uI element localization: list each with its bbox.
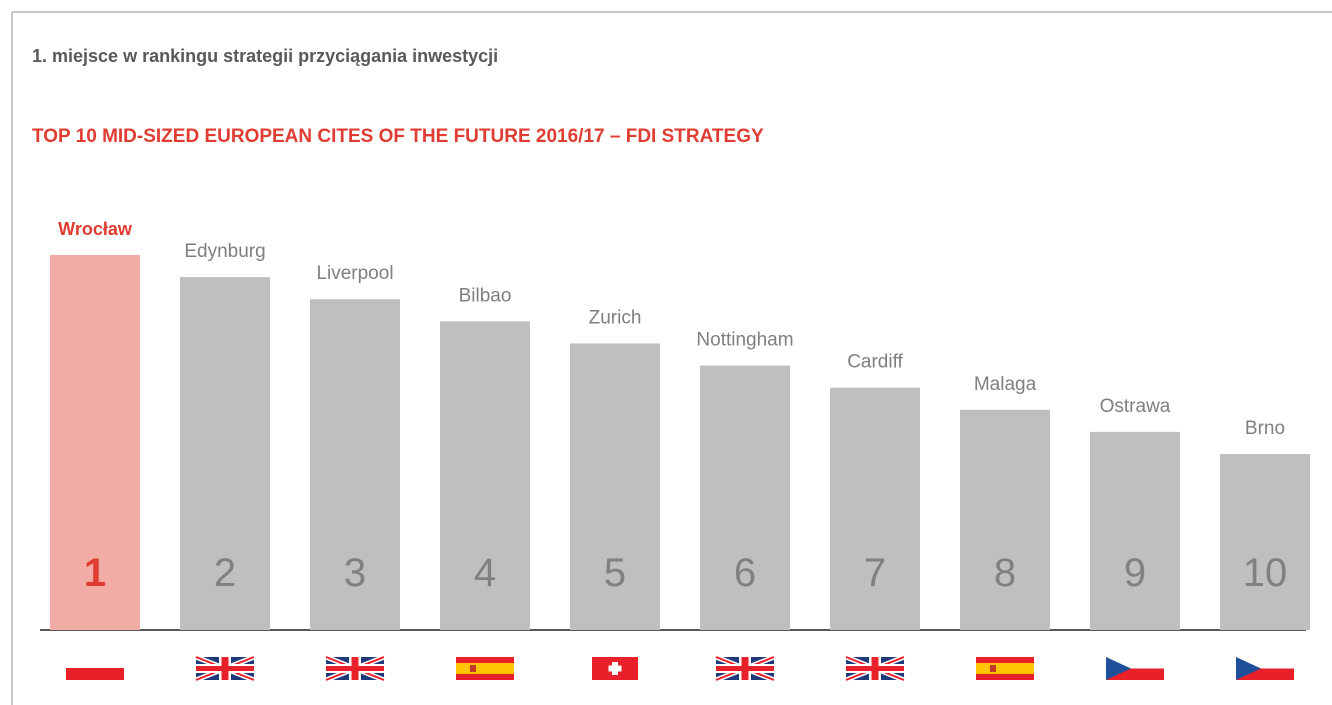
chart-subtitle: TOP 10 MID-SIZED EUROPEAN CITES OF THE F…: [32, 126, 764, 147]
category-label: Zurich: [589, 307, 642, 328]
flag: [1106, 657, 1164, 680]
flag-part: [196, 666, 254, 671]
flag-part: [1236, 668, 1294, 680]
flag: [456, 657, 514, 680]
rank-label: 1: [84, 551, 106, 595]
rank-label: 2: [214, 551, 236, 595]
rank-label: 9: [1124, 551, 1146, 595]
chart-title: 1. miejsce w rankingu strategii przyciąg…: [32, 46, 498, 66]
bar: [1220, 454, 1310, 630]
flag: [66, 668, 124, 680]
category-label: Brno: [1245, 418, 1285, 439]
flag-part: [1236, 657, 1261, 680]
bar: [440, 321, 530, 630]
bar: [180, 277, 270, 630]
flag: [592, 657, 638, 680]
category-label: Malaga: [974, 374, 1037, 395]
flag: [976, 657, 1034, 680]
bar: [570, 343, 660, 630]
flag: [325, 654, 385, 683]
flag-part: [716, 666, 774, 671]
bar: [1090, 431, 1180, 630]
flag-part: [326, 666, 384, 671]
flag-part: [608, 665, 622, 672]
bar: [960, 409, 1050, 630]
flag: [715, 654, 775, 683]
rank-label: 7: [864, 551, 886, 595]
category-label: Wrocław: [58, 219, 133, 239]
category-label: Liverpool: [316, 263, 393, 284]
rank-label: 5: [604, 551, 626, 595]
category-label: Edynburg: [184, 241, 265, 262]
flag-part: [846, 666, 904, 671]
flag-part: [976, 663, 1034, 674]
category-label: Nottingham: [696, 330, 793, 351]
flag-part: [990, 665, 996, 672]
flag: [1236, 657, 1294, 680]
bar: [700, 365, 790, 630]
rank-label: 4: [474, 551, 496, 595]
bar: [310, 299, 400, 630]
category-label: Ostrawa: [1100, 396, 1171, 417]
flag-part: [66, 668, 124, 680]
bar: [830, 387, 920, 630]
flag-part: [456, 663, 514, 674]
rank-label: 10: [1243, 551, 1288, 595]
flag: [195, 654, 255, 683]
rank-label: 6: [734, 551, 756, 595]
bar: [50, 255, 140, 630]
flag: [845, 654, 905, 683]
rank-label: 8: [994, 551, 1016, 595]
flag-part: [470, 665, 476, 672]
category-label: Bilbao: [459, 285, 512, 306]
rank-label: 3: [344, 551, 366, 595]
category-label: Cardiff: [847, 352, 903, 373]
flag-part: [1106, 668, 1164, 680]
flag-part: [1106, 657, 1131, 680]
